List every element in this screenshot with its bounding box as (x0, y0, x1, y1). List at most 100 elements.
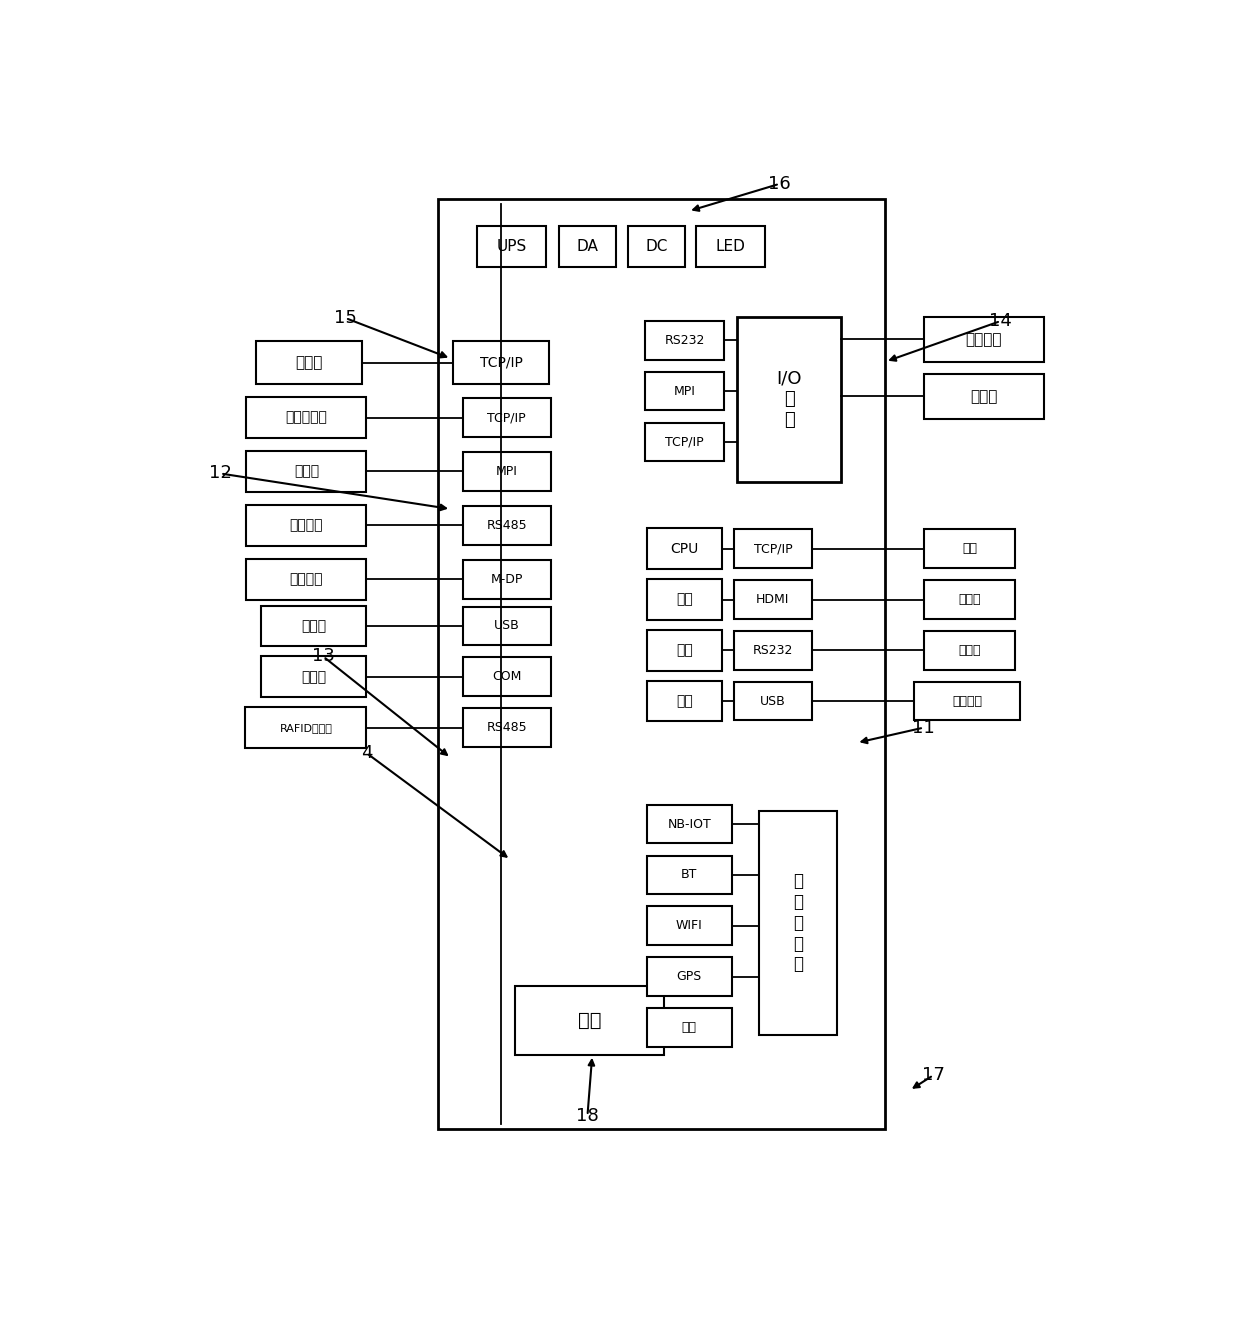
Text: 键盘鼠标: 键盘鼠标 (952, 694, 982, 708)
Text: RS485: RS485 (486, 519, 527, 532)
Bar (645, 422, 724, 461)
Bar (647, 957, 732, 995)
Text: WIFI: WIFI (676, 919, 703, 932)
Bar (463, 560, 551, 598)
Bar (924, 581, 1016, 619)
Bar (637, 796, 858, 1090)
Bar (439, 199, 885, 1129)
Bar (453, 623, 616, 784)
Text: DA: DA (577, 239, 599, 255)
Text: 11: 11 (913, 718, 935, 737)
Bar (463, 657, 551, 696)
Text: TCP/IP: TCP/IP (665, 436, 704, 449)
Text: USB: USB (494, 619, 520, 632)
Bar (647, 805, 732, 843)
Bar (647, 1008, 732, 1047)
Text: I/O
模
块: I/O 模 块 (776, 370, 802, 429)
Text: 网络: 网络 (962, 543, 977, 556)
Bar (647, 855, 732, 894)
Bar (734, 581, 812, 619)
Text: RS232: RS232 (753, 644, 794, 657)
Bar (516, 986, 665, 1055)
Bar (924, 317, 1044, 362)
Text: 工控设备: 工控设备 (290, 572, 324, 586)
Text: M-DP: M-DP (491, 573, 523, 586)
Text: 硬盘: 硬盘 (676, 593, 693, 606)
Bar (696, 227, 765, 267)
Text: 数控设备: 数控设备 (290, 519, 324, 532)
Bar (627, 227, 686, 267)
Text: 机器人: 机器人 (294, 465, 319, 478)
Bar (463, 453, 551, 491)
Bar (453, 407, 616, 602)
Text: TCP/IP: TCP/IP (480, 355, 522, 370)
Bar (914, 682, 1021, 721)
Text: 17: 17 (923, 1067, 945, 1084)
Text: 14: 14 (990, 312, 1012, 330)
Bar (247, 506, 367, 545)
Text: NB-IOT: NB-IOT (667, 817, 712, 830)
Bar (734, 682, 812, 721)
Bar (924, 631, 1016, 669)
Bar (255, 342, 362, 384)
Bar (558, 227, 616, 267)
Bar (453, 342, 549, 384)
Text: CPU: CPU (671, 541, 698, 556)
Bar (734, 631, 812, 669)
Bar (734, 529, 812, 568)
Text: COM: COM (492, 671, 521, 684)
Text: 风扇: 风扇 (578, 1011, 601, 1030)
Bar (453, 214, 870, 282)
Text: 18: 18 (577, 1107, 599, 1125)
Bar (260, 606, 367, 647)
Text: 16: 16 (769, 174, 791, 193)
Text: 4: 4 (361, 744, 372, 762)
Bar (463, 709, 551, 747)
Bar (463, 399, 551, 437)
Bar (247, 397, 367, 438)
Text: USB: USB (760, 694, 786, 708)
Text: 内存: 内存 (676, 643, 693, 657)
Bar (477, 227, 546, 267)
Text: RS485: RS485 (486, 721, 527, 734)
Text: UPS: UPS (496, 239, 527, 255)
Bar (924, 529, 1016, 568)
Text: RS232: RS232 (665, 334, 704, 347)
Bar (647, 907, 732, 945)
Text: DC: DC (646, 239, 668, 255)
Bar (637, 516, 858, 774)
Text: 12: 12 (208, 465, 232, 483)
Text: 电池: 电池 (682, 1020, 697, 1034)
Text: MPI: MPI (496, 465, 517, 478)
Text: 主板: 主板 (676, 694, 693, 708)
Bar (647, 528, 722, 569)
Bar (647, 579, 722, 620)
Text: 执行机构: 执行机构 (966, 331, 1002, 347)
Text: BT: BT (681, 869, 698, 882)
Text: 多
合
一
天
线: 多 合 一 天 线 (792, 873, 804, 973)
Bar (738, 317, 841, 482)
Bar (260, 656, 367, 697)
Text: HDMI: HDMI (756, 593, 790, 606)
Text: 13: 13 (311, 647, 335, 665)
Bar (463, 506, 551, 545)
Bar (247, 558, 367, 599)
Text: TCP/IP: TCP/IP (487, 411, 526, 424)
Text: 打印机: 打印机 (959, 644, 981, 657)
Text: 服务器: 服务器 (295, 355, 322, 370)
Text: 传感器: 传感器 (970, 388, 997, 404)
Bar (247, 451, 367, 492)
Text: 自动化设备: 自动化设备 (285, 411, 327, 425)
Text: MPI: MPI (673, 384, 696, 397)
Bar (924, 374, 1044, 418)
Text: GPS: GPS (677, 970, 702, 983)
Bar (463, 607, 551, 645)
Bar (647, 681, 722, 722)
Bar (637, 302, 858, 492)
Bar (645, 372, 724, 411)
Bar (246, 708, 367, 748)
Bar (645, 321, 724, 359)
Text: 考勤机: 考勤机 (301, 669, 326, 684)
Text: 15: 15 (334, 309, 357, 327)
Text: RAFID识别器: RAFID识别器 (279, 722, 332, 733)
